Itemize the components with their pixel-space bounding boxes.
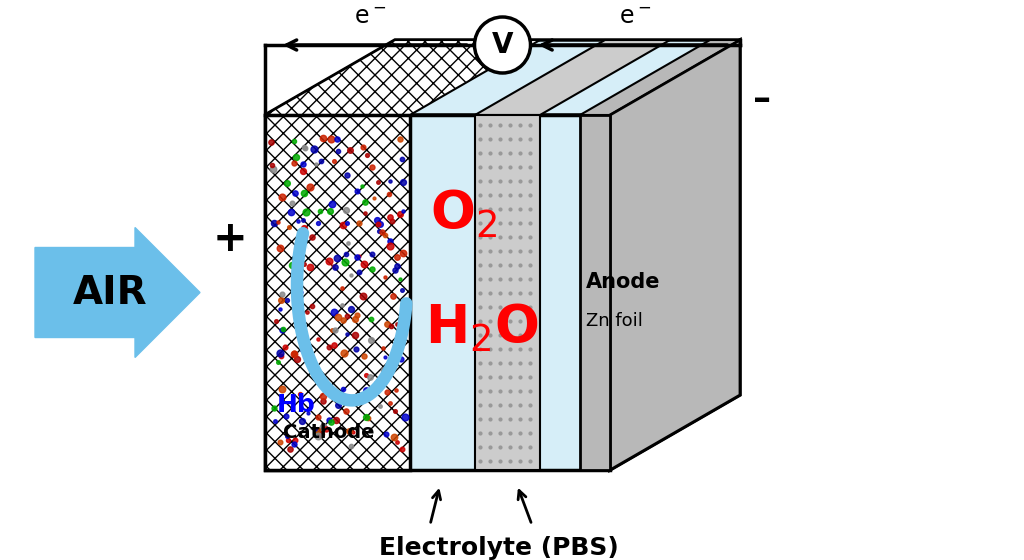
Text: +: + [213, 218, 248, 260]
Polygon shape [265, 115, 410, 470]
Polygon shape [475, 40, 670, 115]
Text: Electrolyte (PBS): Electrolyte (PBS) [379, 536, 618, 560]
FancyArrow shape [35, 227, 200, 357]
Text: –: – [753, 83, 771, 117]
Text: e$^-$: e$^-$ [620, 5, 651, 29]
Polygon shape [265, 40, 540, 115]
Text: O$_2$: O$_2$ [430, 188, 498, 241]
Polygon shape [580, 40, 740, 115]
Text: V: V [492, 31, 513, 59]
Text: H$_2$O: H$_2$O [425, 302, 539, 354]
Text: e$^-$: e$^-$ [353, 5, 386, 29]
Polygon shape [265, 40, 740, 115]
Polygon shape [475, 115, 540, 470]
Polygon shape [580, 115, 610, 470]
Text: AIR: AIR [73, 273, 147, 311]
Text: Zn foil: Zn foil [586, 312, 643, 330]
Circle shape [474, 17, 530, 73]
Text: Cathode: Cathode [283, 422, 375, 441]
Polygon shape [265, 115, 610, 470]
Text: Anode: Anode [586, 272, 660, 292]
Text: Hb: Hb [278, 393, 315, 417]
Polygon shape [610, 40, 740, 470]
Polygon shape [610, 40, 740, 470]
